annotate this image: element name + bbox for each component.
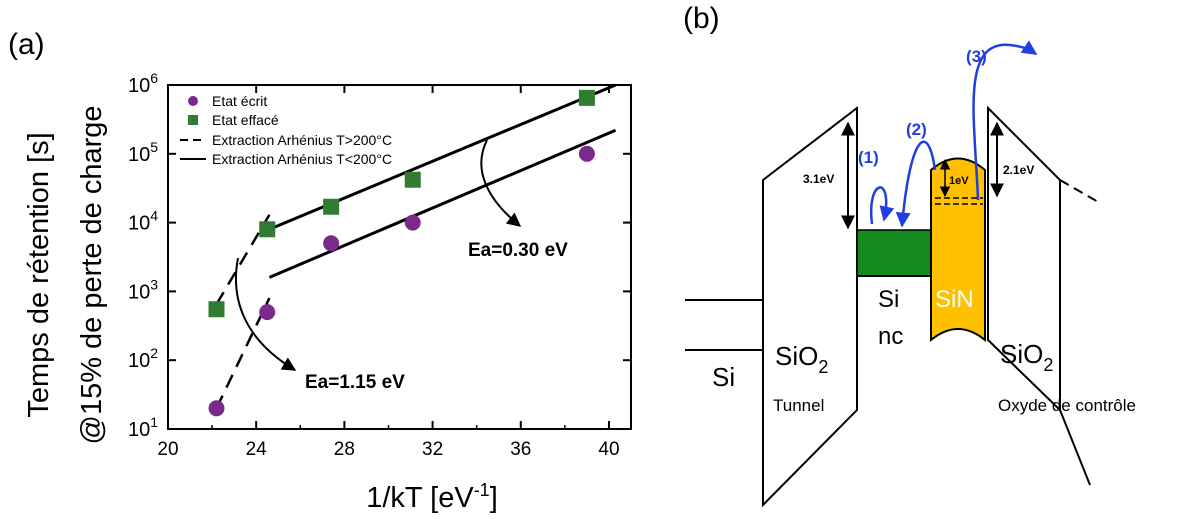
y-tick-label-10^3: 103 [128,276,158,303]
mechanism-3-label: (3) [966,47,987,66]
written-point-0 [208,400,225,417]
control-oxide-extension-top [1059,179,1101,204]
tunnel-sio2-sub: 2 [818,357,828,377]
sin-barrier-label: 1eV [949,175,969,187]
legend-dashed: Extraction Arhénius T>200°C [212,132,392,148]
data-markers [208,89,595,417]
x-axis-label-main: 1/kT [eV [366,482,474,514]
panel-b-label: (b) [683,2,720,35]
x-axis-label-close: ] [490,482,498,514]
x-tick-label-32: 32 [422,439,443,460]
written-point-2 [323,235,340,252]
annotation-ea-high: Ea=0.30 eV [468,240,568,261]
fit-line-dashed-1 [215,214,271,305]
x-tick-label-20: 20 [157,439,178,460]
si-nc-label-line2: nc [878,323,903,350]
legend: Etat écrit Etat effacé Extraction Arhéni… [180,93,392,167]
written-point-4 [578,145,595,162]
legend-erased-marker [188,115,198,125]
y-tick-label-10^4: 104 [128,208,158,235]
y-axis-label-line1: Temps de rétention [s] [23,132,55,417]
tunnel-barrier-label: 3.1eV [803,172,834,186]
plot-frame [167,84,632,430]
mechanism-1-label: (1) [858,148,879,167]
x-axis-label-sup: -1 [474,480,490,500]
legend-written-marker [188,96,198,106]
ea-low-arrow [234,257,297,371]
y-axis-label-line2: @15% de perte de charge [76,106,108,445]
x-tick-label-28: 28 [334,439,355,460]
y-tick-label-10^5: 105 [128,139,158,166]
mechanism-2-label: (2) [906,120,927,139]
control-sio2-main: SiO [1000,339,1043,369]
y-tick-label-10^1: 101 [128,414,158,441]
tunnel-sio2-label: SiO2 [775,341,828,377]
control-sio2-sub: 2 [1043,355,1053,375]
x-tick-label-24: 24 [246,439,268,460]
ea-high-arrow [480,139,522,227]
x-axis-label: 1/kT [eV-1] [366,480,498,514]
mechanism-3-arrow [972,40,1038,201]
panel-a-label: (a) [8,28,45,61]
y-tick-label-10^2: 102 [128,345,158,372]
tunnel-sio2-main: SiO [775,341,818,371]
fit-line-solid-2 [268,128,617,279]
spacer [1048,440,1075,460]
erased-point-1 [259,221,276,238]
annotation-ea-low: Ea=1.15 eV [305,372,405,393]
written-point-1 [259,304,276,321]
y-tick-label-10^6: 106 [128,70,158,97]
si-nc-well [856,229,932,277]
erased-point-4 [578,89,595,106]
control-oxide-slope [1059,409,1091,486]
x-tick-label-36: 36 [510,439,531,460]
erased-point-3 [404,171,421,188]
control-oxide-label: Oxyde de contrôle [998,396,1136,415]
si-label: Si [712,362,735,392]
tunnel-label: Tunnel [773,396,824,415]
panel-a: (a) Temps de rétention [s] @15% de perte… [8,28,632,514]
erased-point-0 [208,301,225,318]
legend-erased: Etat effacé [212,112,279,128]
written-point-3 [404,214,421,231]
axis-ticks: 20 24 28 32 36 40 101 102 103 104 105 106 [128,70,631,460]
control-sio2-label: SiO2 [1000,339,1053,375]
legend-solid: Extraction Arhénius T<200°C [212,151,392,167]
control-barrier-label: 2.1eV [1003,163,1034,177]
mechanism-2-arrow [895,140,937,228]
erased-point-2 [323,198,340,215]
si-nc-label-line1: Si [878,286,899,313]
mechanism-1-arrow [869,186,895,225]
legend-written: Etat écrit [212,93,267,109]
panel-b: (b) 3.1eV 1eV 2.1eV (1) (2) (3) [683,2,1136,508]
x-tick-label-40: 40 [598,439,619,460]
tunnel-oxide-band [762,105,858,508]
sin-label: SiN [935,286,974,313]
